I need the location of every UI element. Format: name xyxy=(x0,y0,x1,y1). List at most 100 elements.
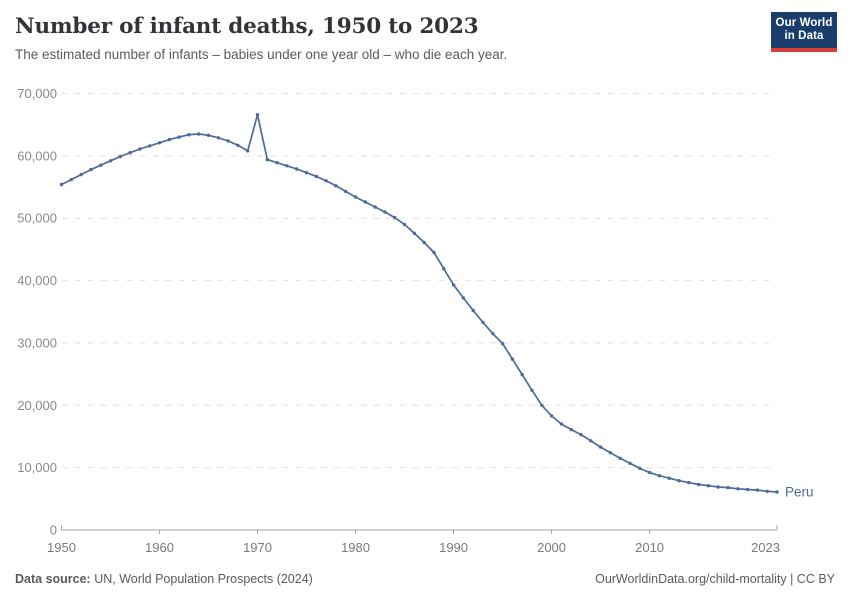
data-point[interactable] xyxy=(412,231,416,235)
data-point[interactable] xyxy=(226,139,230,143)
data-point[interactable] xyxy=(451,283,456,287)
data-point[interactable] xyxy=(275,161,279,165)
data-point[interactable] xyxy=(481,320,485,325)
data-point[interactable] xyxy=(236,143,240,147)
data-point[interactable] xyxy=(148,144,152,148)
data-point[interactable] xyxy=(255,113,260,117)
data-point[interactable] xyxy=(549,414,554,418)
data-point[interactable] xyxy=(716,485,720,489)
data-point[interactable] xyxy=(765,489,769,493)
data-point[interactable] xyxy=(696,482,701,487)
data-point[interactable] xyxy=(373,205,377,209)
data-point[interactable] xyxy=(353,195,358,199)
x-axis-tick-label: 2010 xyxy=(635,540,664,555)
data-point[interactable] xyxy=(569,427,573,432)
data-point[interactable] xyxy=(422,240,426,245)
y-axis-tick-label: 10,000 xyxy=(17,460,57,475)
x-axis-tick-label: 1960 xyxy=(145,540,174,555)
data-point[interactable] xyxy=(167,137,171,142)
data-point[interactable] xyxy=(520,373,524,377)
data-point[interactable] xyxy=(177,135,181,139)
data-point[interactable] xyxy=(432,250,436,255)
x-axis-tick-label: 1980 xyxy=(341,540,370,555)
data-point[interactable] xyxy=(510,357,515,361)
data-point[interactable] xyxy=(540,403,544,407)
data-point[interactable] xyxy=(304,171,309,175)
data-point[interactable] xyxy=(265,157,269,162)
y-axis-tick-label: 60,000 xyxy=(17,148,57,163)
chart-title: Number of infant deaths, 1950 to 2023 xyxy=(15,14,479,39)
x-axis-tick-label: 2023 xyxy=(751,540,780,555)
data-point[interactable] xyxy=(726,485,730,490)
data-point[interactable] xyxy=(89,167,93,172)
data-point[interactable] xyxy=(598,445,603,449)
data-point[interactable] xyxy=(618,456,622,460)
series-label-peru[interactable]: Peru xyxy=(785,484,814,499)
data-point[interactable] xyxy=(442,267,446,271)
data-point[interactable] xyxy=(500,341,505,346)
data-point[interactable] xyxy=(628,461,632,465)
data-point[interactable] xyxy=(775,490,779,494)
data-point[interactable] xyxy=(657,474,662,478)
chart-header: Number of infant deaths, 1950 to 2023 Th… xyxy=(15,14,835,64)
y-axis-tick-label: 40,000 xyxy=(17,273,57,288)
owid-logo[interactable]: Our World in Data xyxy=(771,12,837,52)
data-point[interactable] xyxy=(559,422,564,426)
x-axis-tick-label: 2000 xyxy=(537,540,566,555)
chart-footer: Data source: UN, World Population Prospe… xyxy=(15,572,835,586)
x-axis-tick-label: 1950 xyxy=(47,540,76,555)
x-axis-tick-label: 1990 xyxy=(439,540,468,555)
data-point[interactable] xyxy=(579,432,583,437)
data-point[interactable] xyxy=(491,331,495,336)
data-point[interactable] xyxy=(324,179,328,183)
data-point[interactable] xyxy=(216,136,220,140)
owid-url-link[interactable]: OurWorldinData.org/child-mortality xyxy=(595,572,787,586)
data-point[interactable] xyxy=(334,184,338,188)
data-point[interactable] xyxy=(79,172,83,177)
data-point[interactable] xyxy=(687,480,691,485)
owid-logo-line2: in Data xyxy=(784,30,824,42)
data-point[interactable] xyxy=(344,189,348,194)
data-point[interactable] xyxy=(285,164,289,168)
data-point[interactable] xyxy=(706,484,711,488)
data-point[interactable] xyxy=(608,451,613,455)
data-point[interactable] xyxy=(157,141,162,145)
data-point[interactable] xyxy=(736,487,740,491)
y-axis-tick-label: 50,000 xyxy=(17,211,57,226)
data-point[interactable] xyxy=(295,167,299,171)
y-axis-tick-label: 0 xyxy=(50,523,57,538)
data-point[interactable] xyxy=(118,154,123,159)
data-point[interactable] xyxy=(197,132,201,136)
owid-logo-line1: Our World xyxy=(775,17,833,29)
data-source: Data source: UN, World Population Prospe… xyxy=(15,572,313,586)
data-point[interactable] xyxy=(383,210,387,214)
data-point[interactable] xyxy=(667,476,671,480)
data-point[interactable] xyxy=(128,151,132,155)
data-point[interactable] xyxy=(246,149,250,153)
footer-credit: OurWorldinData.org/child-mortality | CC … xyxy=(595,572,835,586)
data-point[interactable] xyxy=(59,182,64,187)
data-point[interactable] xyxy=(206,133,211,137)
data-point[interactable] xyxy=(314,174,318,179)
data-point[interactable] xyxy=(187,133,191,137)
data-point[interactable] xyxy=(589,439,593,443)
data-point[interactable] xyxy=(138,147,142,151)
data-point[interactable] xyxy=(755,488,760,492)
data-point[interactable] xyxy=(363,200,367,204)
data-point[interactable] xyxy=(638,466,642,470)
x-axis-tick-label: 1970 xyxy=(243,540,272,555)
data-point[interactable] xyxy=(647,470,652,475)
data-point[interactable] xyxy=(461,296,466,300)
data-point[interactable] xyxy=(677,479,681,483)
data-point[interactable] xyxy=(471,308,475,313)
data-point[interactable] xyxy=(530,388,534,392)
data-point[interactable] xyxy=(393,215,397,220)
data-point[interactable] xyxy=(108,159,113,163)
series-line-peru[interactable] xyxy=(60,113,778,493)
data-point[interactable] xyxy=(99,163,103,167)
data-point[interactable] xyxy=(69,177,74,182)
data-point[interactable] xyxy=(745,487,750,492)
data-point[interactable] xyxy=(402,222,407,227)
